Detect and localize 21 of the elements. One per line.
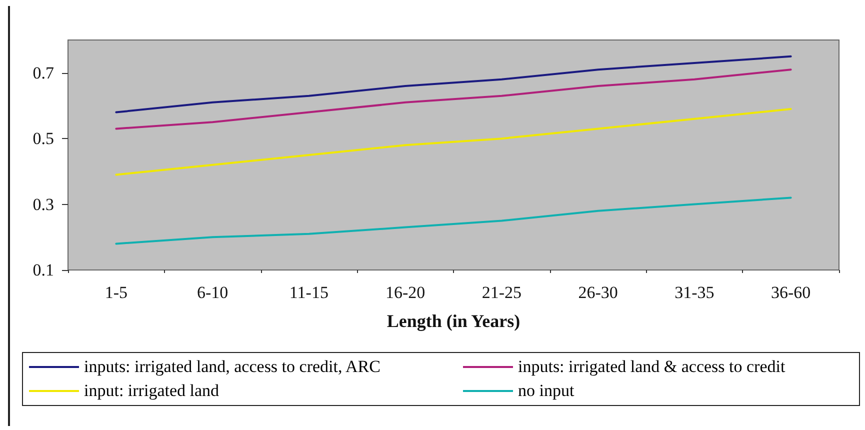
x-tick-label: 21-25 [482,283,522,302]
x-axis-title: Length (in Years) [386,311,520,331]
x-tick-label: 26-30 [578,283,618,302]
x-tick-label: 1-5 [104,283,128,302]
legend-label: no input [518,381,574,401]
legend-label: inputs: irrigated land & access to credit [518,357,786,377]
line-series [115,196,792,245]
legend-label: inputs: irrigated land, access to credit, ARC [84,357,380,377]
x-tick-label: 11-15 [289,283,328,302]
legend-label: input: irrigated land [84,381,220,401]
x-tick-label: 36-60 [770,283,811,302]
x-tick-label: 16-20 [385,283,426,302]
line-series [115,108,792,176]
line-series [115,68,792,130]
x-tick-label: 6-10 [196,283,228,302]
y-tick-label: 0.1 [32,260,54,280]
y-tick-label: 0.5 [32,129,54,148]
line-series [115,55,792,114]
y-tick-label: 0.3 [32,194,54,214]
y-tick-label: 0.7 [32,63,54,82]
x-tick-label: 31-35 [674,283,714,302]
